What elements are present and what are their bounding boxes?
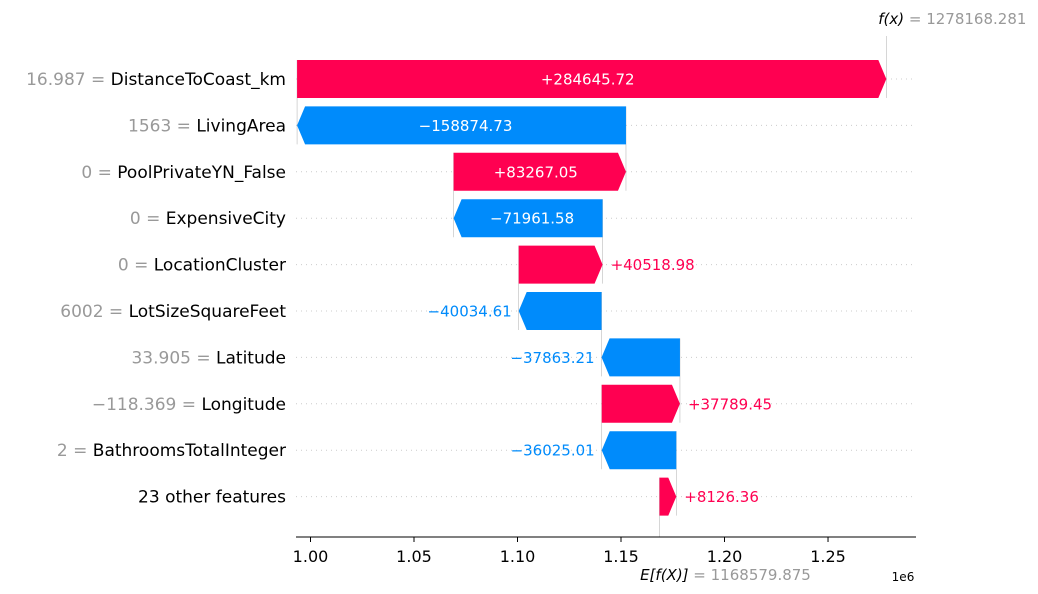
waterfall-bar (601, 431, 677, 470)
feature-value: 0 = (130, 209, 166, 229)
x-tick-label: 1.20 (707, 547, 743, 566)
waterfall-bar (518, 245, 603, 284)
feature-label: 1563 = LivingArea (128, 116, 286, 136)
feature-label: 0 = LocationCluster (118, 256, 286, 276)
feature-name: LotSizeSquareFeet (129, 302, 287, 322)
bar-layer (297, 60, 887, 516)
x-tick-label: 1.15 (603, 547, 639, 566)
fx-label: f(x) (878, 10, 904, 28)
contribution-label: +8126.36 (684, 488, 759, 506)
feature-value: 1563 = (128, 116, 196, 136)
waterfall-bar (453, 152, 626, 191)
feature-value: 2 = (57, 441, 93, 461)
feature-value: 16.987 = (26, 70, 111, 90)
feature-value: 33.905 = (131, 348, 216, 368)
label-layer: +284645.72 16.987 = DistanceToCoast_km −15… (26, 70, 772, 508)
waterfall-bar (601, 384, 680, 423)
x-tick-label: 1.05 (396, 547, 432, 566)
efx-label: E[f(X)] (640, 566, 689, 584)
x-tick-label: 1.25 (810, 547, 846, 566)
contribution-label: +37789.45 (688, 395, 772, 413)
feature-name: LivingArea (196, 116, 286, 136)
contribution-label: −40034.61 (428, 303, 512, 321)
fx-value: 1278168.281 (926, 10, 1026, 28)
feature-label: 6002 = LotSizeSquareFeet (60, 302, 286, 322)
feature-name: Longitude (201, 395, 286, 415)
feature-name: BathroomsTotalInteger (93, 441, 286, 461)
feature-value: 6002 = (60, 302, 128, 322)
x-tick-label: 1.00 (293, 547, 329, 566)
feature-name: ExpensiveCity (166, 209, 286, 229)
waterfall-bar (453, 199, 603, 238)
contribution-label: −37863.21 (510, 349, 594, 367)
feature-label: −118.369 = Longitude (92, 395, 286, 415)
contribution-label: +40518.98 (611, 256, 695, 274)
x-axis: 1.00 1.05 1.10 1.15 1.20 1.25 (293, 536, 916, 566)
fx-annotation: f(x) = 1278168.281 (878, 10, 1026, 28)
waterfall-bar (518, 292, 602, 330)
feature-label: 23 other features (138, 488, 286, 508)
waterfall-bar (659, 477, 677, 516)
feature-label: 16.987 = DistanceToCoast_km (26, 70, 286, 90)
feature-name: DistanceToCoast_km (111, 70, 286, 90)
feature-label: 33.905 = Latitude (131, 348, 286, 368)
feature-name: Latitude (216, 348, 286, 368)
feature-label: 0 = ExpensiveCity (130, 209, 286, 229)
waterfall-bar (297, 106, 626, 145)
feature-name: PoolPrivateYN_False (117, 163, 286, 183)
contribution-label: −71961.58 (490, 210, 574, 228)
feature-value: 0 = (118, 256, 154, 276)
feature-name: LocationCluster (154, 256, 286, 276)
axis-multiplier: 1e6 (892, 570, 915, 584)
contribution-label: +83267.05 (494, 163, 578, 181)
feature-label: 0 = PoolPrivateYN_False (81, 163, 286, 183)
contribution-label: −36025.01 (511, 442, 595, 460)
waterfall-bar (297, 60, 887, 98)
efx-equals: = (689, 566, 711, 584)
fx-equals: = (904, 10, 926, 28)
feature-label: 2 = BathroomsTotalInteger (57, 441, 286, 461)
feature-value: 0 = (81, 163, 117, 183)
waterfall-bar (601, 338, 680, 377)
efx-annotation: E[f(X)] = 1168579.875 (640, 566, 811, 584)
efx-value: 1168579.875 (711, 566, 811, 584)
contribution-label: −158874.73 (419, 117, 513, 135)
feature-value: −118.369 = (92, 395, 202, 415)
contribution-label: +284645.72 (541, 71, 635, 89)
x-tick-label: 1.10 (500, 547, 536, 566)
feature-name: 23 other features (138, 488, 286, 508)
